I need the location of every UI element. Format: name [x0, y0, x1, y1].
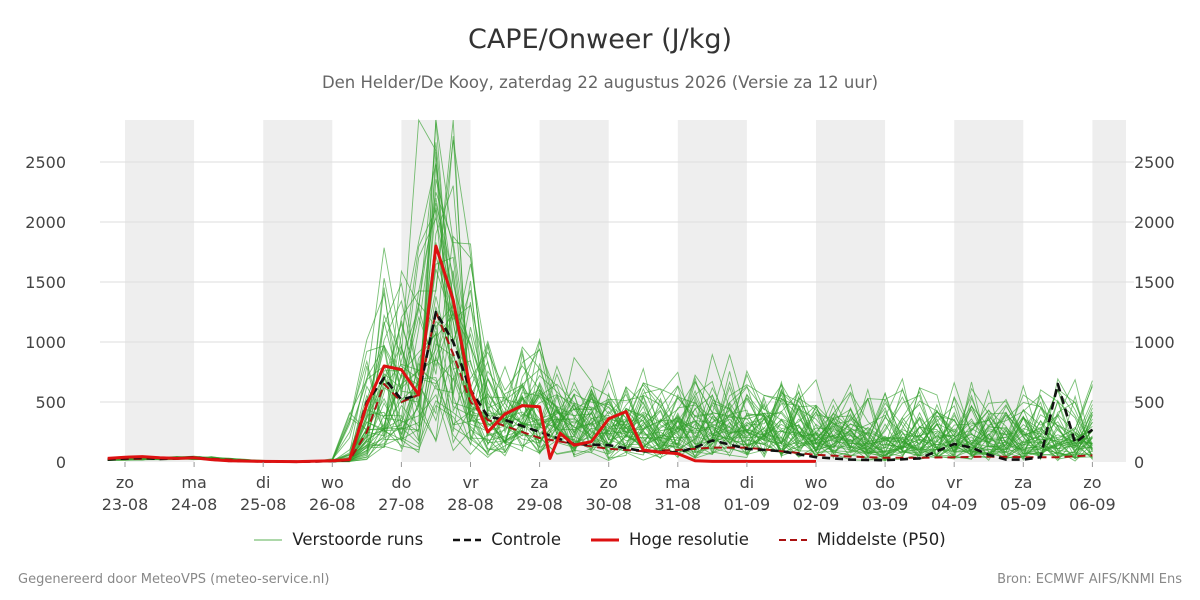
x-tick-day: do: [875, 473, 895, 492]
x-tick-date: 01-09: [724, 495, 771, 514]
x-tick-date: 05-09: [1000, 495, 1047, 514]
x-tick-date: 30-08: [585, 495, 632, 514]
legend-label-ensemble: Verstoorde runs: [292, 530, 424, 549]
x-tick-day: wo: [321, 473, 344, 492]
x-tick-day: vr: [462, 473, 478, 492]
y-tick-label-left: 500: [35, 393, 66, 412]
legend-item-control: Controle: [453, 530, 561, 549]
legend-item-ensemble: Verstoorde runs: [254, 530, 423, 549]
x-tick-date: 02-09: [793, 495, 840, 514]
x-tick-date: 25-08: [240, 495, 287, 514]
series-line-middelste-p50-: [107, 311, 1093, 463]
weekend-band-7: [1092, 120, 1126, 462]
y-tick-label-left: 2500: [25, 153, 66, 172]
x-tick-day: ma: [665, 473, 690, 492]
legend: Verstoorde runs Controle Hoge resolutie …: [0, 530, 1200, 549]
x-tick-day: di: [256, 473, 271, 492]
chart-subtitle: Den Helder/De Kooy, zaterdag 22 augustus…: [321, 73, 879, 92]
x-tick-date: 27-08: [378, 495, 425, 514]
footer-source: Bron: ECMWF AIFS/KNMI Ens: [997, 572, 1182, 587]
y-axis-left: 0 500 1000 1500 2000 2500: [25, 153, 66, 472]
y-tick-label-right: 500: [1134, 393, 1165, 412]
main-series: [107, 244, 1094, 464]
weekend-band-5: [816, 120, 886, 462]
chart-title: CAPE/Onweer (J/kg): [467, 24, 732, 55]
y-tick-label-right: 1500: [1134, 273, 1175, 292]
legend-label-control: Controle: [491, 530, 561, 549]
x-tick-day: zo: [1083, 473, 1101, 492]
x-tick-day: wo: [805, 473, 828, 492]
x-tick-date: 23-08: [102, 495, 149, 514]
y-axis-right: 0 500 1000 1500 2000 2500: [1134, 153, 1175, 472]
x-tick-day: ma: [181, 473, 206, 492]
y-tick-label-left: 1500: [25, 273, 66, 292]
x-tick-day: za: [530, 473, 548, 492]
x-tick-day: vr: [946, 473, 962, 492]
y-tick-label-left: 1000: [25, 333, 66, 352]
weekend-band-0: [125, 120, 195, 462]
y-tick-label-right: 0: [1134, 453, 1144, 472]
y-tick-label-right: 2000: [1134, 213, 1175, 232]
x-tick-day: di: [740, 473, 755, 492]
x-tick-date: 28-08: [447, 495, 494, 514]
y-tick-label-left: 2000: [25, 213, 66, 232]
x-axis: zo 23-08 ma 24-08 di 25-08 wo 26-08 do 27-08 vr 28-…: [102, 462, 1116, 514]
legend-swatch-control: [453, 538, 482, 541]
x-tick-date: 31-08: [655, 495, 702, 514]
x-tick-day: zo: [600, 473, 618, 492]
legend-swatch-hires: [590, 538, 619, 541]
legend-item-hires: Hoge resolutie: [590, 530, 749, 549]
x-tick-date: 26-08: [309, 495, 356, 514]
legend-swatch-median: [778, 538, 807, 541]
y-tick-label-right: 1000: [1134, 333, 1175, 352]
series-line-hoge-resolutie: [107, 244, 816, 464]
x-tick-date: 06-09: [1069, 495, 1116, 514]
x-tick-day: zo: [116, 473, 134, 492]
legend-label-hires: Hoge resolutie: [628, 530, 749, 549]
legend-item-median: Middelste (P50): [778, 530, 946, 549]
x-tick-date: 03-09: [862, 495, 909, 514]
legend-swatch-ensemble: [254, 539, 283, 540]
x-tick-day: do: [391, 473, 411, 492]
x-tick-date: 04-09: [931, 495, 978, 514]
x-tick-date: 24-08: [171, 495, 218, 514]
grid-lines: [100, 161, 1134, 403]
y-tick-label-right: 2500: [1134, 153, 1175, 172]
weekend-band-1: [263, 120, 333, 462]
legend-label-median: Middelste (P50): [816, 530, 946, 549]
x-tick-date: 29-08: [516, 495, 563, 514]
y-tick-label-left: 0: [56, 453, 66, 472]
footer-generated-by: Gegenereerd door MeteoVPS (meteo-service…: [18, 572, 330, 587]
x-tick-day: za: [1014, 473, 1032, 492]
